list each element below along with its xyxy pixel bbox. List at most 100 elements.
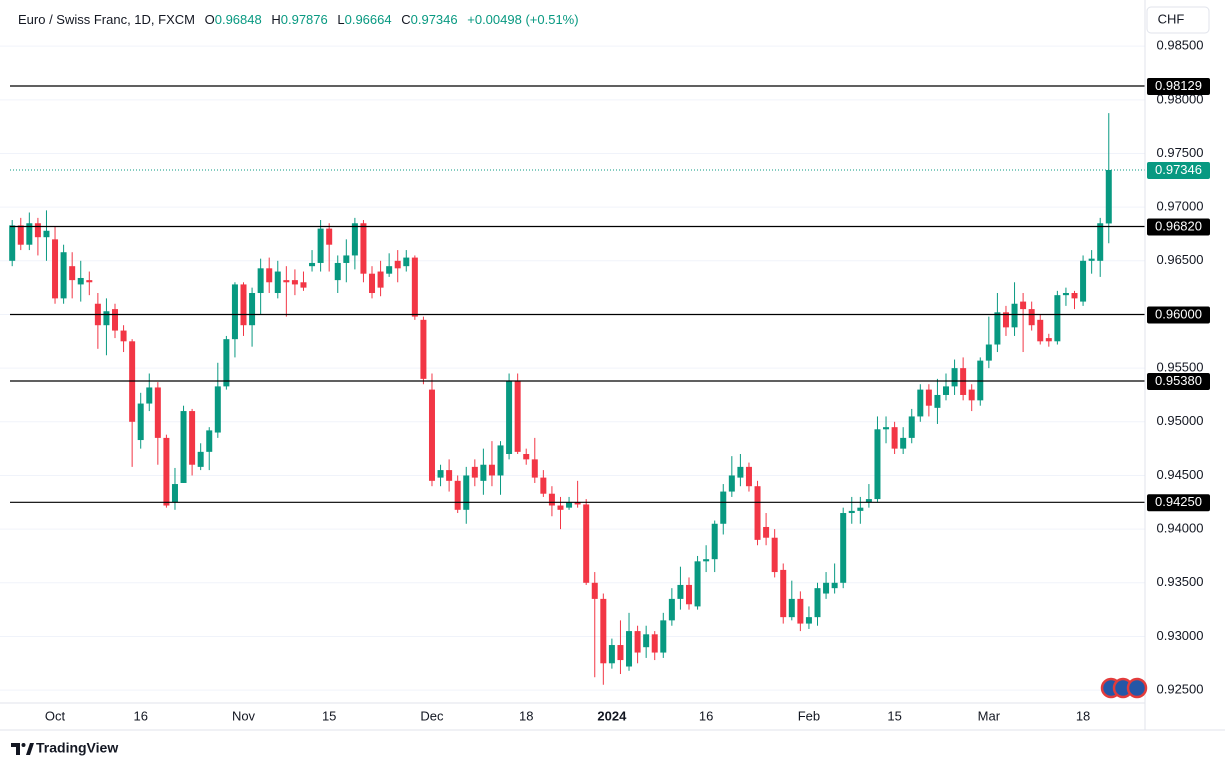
candle-body — [231, 284, 238, 340]
candle-body — [480, 464, 487, 481]
candle-body — [171, 484, 178, 503]
logo-icon — [11, 743, 34, 755]
candle-body — [797, 598, 804, 624]
candle-body — [703, 559, 710, 562]
candle-body — [788, 598, 795, 618]
candle-body — [266, 268, 273, 283]
candle-body — [874, 429, 881, 500]
x-tick-label: 15 — [887, 708, 901, 723]
currency[interactable]: CHF — [1158, 11, 1185, 26]
candle-body — [548, 493, 555, 506]
grid — [0, 45, 1145, 691]
price-line-label-box — [1147, 306, 1210, 324]
candle-body — [1097, 223, 1104, 261]
candle-body — [26, 223, 33, 245]
logo[interactable]: TradingView — [36, 740, 118, 756]
candle-body — [249, 293, 256, 326]
plot — [9, 113, 1112, 685]
candle-body — [180, 411, 187, 483]
x-tick-label: 18 — [519, 708, 533, 723]
price-line-label-box — [1147, 373, 1210, 391]
candle-body — [240, 284, 247, 326]
currency-box[interactable] — [1146, 6, 1210, 34]
ohlc-label: O — [204, 12, 215, 27]
x-tick-label: Oct — [45, 708, 66, 723]
candle-body — [600, 598, 607, 664]
candle-body — [925, 389, 932, 406]
candle-body — [1080, 260, 1087, 302]
price-line-label: 0.98129 — [1155, 78, 1202, 93]
x-tick-label: Dec — [420, 708, 444, 723]
candle-body — [1028, 309, 1035, 326]
candle-body — [985, 344, 992, 361]
candle-body — [146, 387, 153, 404]
candle-body — [660, 620, 667, 653]
candle-body — [805, 617, 812, 624]
candle-body — [69, 266, 76, 281]
candle-body — [917, 389, 924, 417]
candle-body — [668, 598, 675, 621]
candle-body — [420, 319, 427, 379]
low-value: 0.96664 — [344, 12, 392, 27]
candle-body — [951, 368, 958, 387]
candle-body — [471, 466, 478, 478]
candle-body — [823, 582, 830, 594]
candle-body — [1088, 258, 1095, 261]
candle-body — [745, 466, 752, 487]
candle-body — [17, 225, 24, 245]
candle-body — [60, 252, 67, 299]
candle-body — [274, 271, 281, 294]
candle-body — [446, 470, 453, 481]
candle-body — [943, 386, 950, 395]
candle-body — [189, 411, 196, 465]
candle-body — [1011, 303, 1018, 328]
x-tick-label: Feb — [798, 708, 820, 723]
y-tick-label: 0.96500 — [1157, 252, 1204, 267]
ohlc-label: H — [271, 12, 281, 27]
x-tick-label: 15 — [322, 708, 336, 723]
header: Euro / Swiss Franc, 1D, FXCM O0.96848 H0… — [18, 12, 585, 27]
candle-body — [780, 569, 787, 618]
candle-body — [154, 387, 161, 438]
candle-body — [711, 523, 718, 560]
candle-body — [1037, 319, 1044, 342]
open-value: 0.96848 — [214, 12, 262, 27]
candle-body — [728, 475, 735, 492]
candle-body — [214, 386, 221, 433]
y-tick-label: 0.94000 — [1157, 521, 1204, 536]
high-value: 0.97876 — [280, 12, 328, 27]
y-tick-label: 0.97500 — [1157, 145, 1204, 160]
price-line-label: 0.96820 — [1155, 218, 1202, 233]
y-tick-label: 0.95500 — [1157, 360, 1204, 375]
candle-body — [291, 280, 298, 285]
candle-body — [737, 466, 744, 478]
change: +0.00498 (+0.51%) — [467, 12, 579, 27]
x-tick-label: 16 — [699, 708, 713, 723]
candle-body — [908, 416, 915, 438]
candle-body — [112, 309, 119, 331]
candle-body — [968, 389, 975, 401]
y-tick-label: 0.95000 — [1157, 413, 1204, 428]
candle-body — [994, 312, 1001, 345]
candle-body — [891, 427, 898, 449]
candle-body — [377, 271, 384, 288]
candle-body — [428, 389, 435, 481]
candle-body — [540, 477, 547, 494]
y-tick-label: 0.97000 — [1157, 199, 1204, 214]
y-tick-label: 0.93500 — [1157, 574, 1204, 589]
candle-body — [454, 480, 461, 510]
candle-body — [634, 631, 641, 653]
candle-body — [531, 459, 538, 478]
candle-body — [52, 239, 59, 299]
candle-body — [591, 582, 598, 599]
candle-body — [1054, 295, 1061, 342]
candle-body — [651, 634, 658, 653]
candle-body — [257, 268, 264, 294]
candle-body — [1020, 301, 1027, 310]
ohlc-label: C — [401, 12, 411, 27]
candle-body — [403, 257, 410, 267]
price-line-label-box — [1147, 218, 1210, 236]
candle-body — [720, 491, 727, 524]
ohlc-label: L — [337, 12, 345, 27]
